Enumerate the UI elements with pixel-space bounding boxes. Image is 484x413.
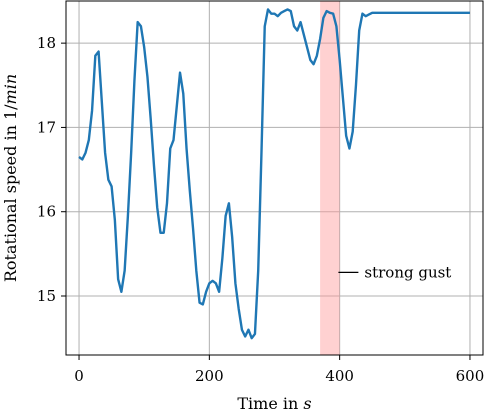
x-tick-label: 0 (74, 367, 84, 385)
x-tick-label: 200 (195, 367, 224, 385)
strong-gust-highlight (320, 1, 340, 355)
grid (66, 1, 483, 355)
plot-frame (65, 0, 484, 356)
annotation-strong-gust: strong gust (364, 263, 451, 281)
y-tick-label: 15 (37, 287, 56, 305)
y-tick-label: 16 (37, 203, 56, 221)
series-line (78, 8, 470, 340)
y-axis-label: Rotational speed in 1/min (1, 74, 20, 282)
x-axis-label: Time in s (237, 394, 311, 413)
y-tick-label: 18 (37, 34, 56, 52)
axis-ticks: 0 200 400 600 15 16 17 18 (37, 34, 484, 385)
y-tick-label: 17 (37, 118, 56, 136)
x-tick-label: 600 (456, 367, 484, 385)
x-tick-label: 400 (325, 367, 354, 385)
